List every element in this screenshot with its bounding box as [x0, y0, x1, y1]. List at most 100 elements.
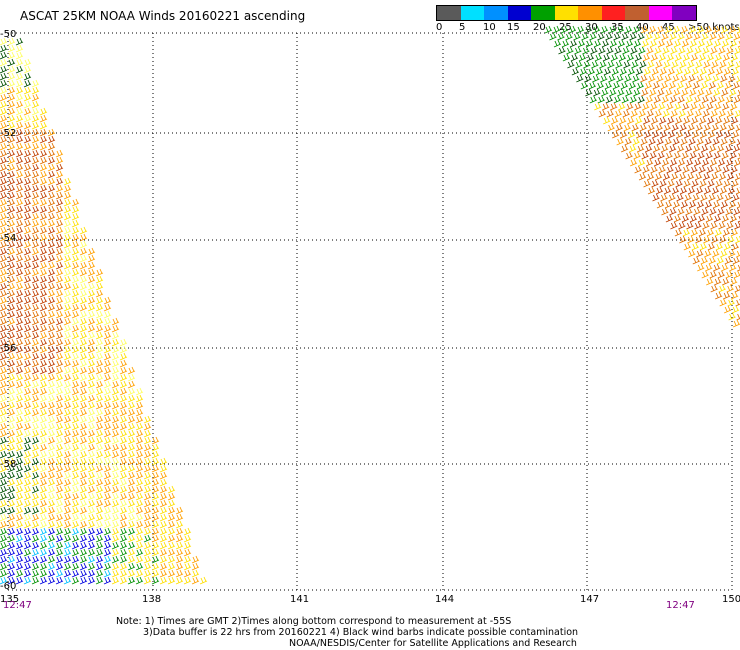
wind-barb: [95, 443, 104, 452]
wind-barb: [706, 165, 714, 174]
wind-barb: [713, 214, 722, 223]
wind-barb: [23, 205, 32, 214]
wind-barb: [23, 520, 32, 529]
wind-barb: [624, 25, 633, 34]
wind-barb: [693, 158, 702, 167]
wind-barb: [648, 74, 656, 83]
wind-barb: [143, 450, 152, 459]
wind-barb: [63, 282, 72, 291]
wind-barb: [111, 324, 120, 333]
wind-barb: [669, 207, 677, 216]
wind-barb: [648, 137, 656, 146]
wind-barb: [79, 443, 88, 452]
wind-barb: [143, 569, 152, 578]
wind-barb: [15, 233, 24, 242]
wind-barb: [672, 137, 680, 146]
wind-barb: [638, 46, 646, 55]
wind-barb: [167, 513, 176, 522]
wind-barb: [47, 478, 56, 487]
wind-barb: [55, 352, 64, 361]
wind-barb: [733, 158, 740, 167]
wind-barb: [31, 422, 40, 431]
wind-barb: [622, 46, 630, 55]
wind-barb: [590, 46, 598, 55]
wind-barb: [87, 562, 96, 571]
wind-barb: [650, 53, 659, 62]
wind-barb: [31, 107, 40, 116]
wind-barb: [683, 242, 691, 251]
wind-barb: [735, 60, 740, 69]
wind-barb: [667, 67, 676, 76]
wind-barb: [143, 429, 152, 438]
wind-barb: [592, 25, 601, 34]
wind-barb: [0, 548, 8, 557]
wind-barb: [15, 324, 24, 333]
wind-barb: [55, 261, 64, 270]
wind-barb: [63, 443, 72, 452]
wind-barb: [55, 373, 64, 382]
wind-barb: [55, 191, 64, 200]
wind-barb: [63, 352, 72, 361]
wind-barb: [31, 156, 40, 165]
wind-barb: [111, 576, 120, 585]
wind-barb: [7, 212, 16, 221]
wind-barb: [668, 81, 677, 90]
wind-barb: [23, 548, 32, 557]
wind-barb: [55, 324, 64, 333]
wind-barb: [55, 534, 64, 543]
wind-barb: [681, 39, 690, 48]
map-title: ASCAT 25KM NOAA Winds 20160221 ascending: [20, 9, 306, 23]
wind-barb: [23, 121, 32, 130]
wind-barb: [635, 116, 643, 125]
wind-barb: [47, 352, 56, 361]
wind-barb: [0, 457, 8, 466]
wind-barb: [666, 53, 675, 62]
wind-barb: [47, 541, 56, 550]
wind-barb: [663, 186, 672, 195]
wind-barb: [71, 380, 80, 389]
wind-barb: [47, 233, 56, 242]
wind-barb: [183, 541, 192, 550]
wind-barb: [47, 576, 56, 585]
wind-barb: [15, 247, 24, 256]
wind-barb: [103, 401, 112, 410]
wind-barb: [183, 548, 192, 557]
wind-barb: [55, 149, 64, 158]
wind-barb: [687, 235, 695, 244]
wind-barb: [55, 226, 64, 235]
wind-barb: [565, 32, 573, 41]
wind-barb: [730, 291, 739, 300]
wind-barb: [31, 135, 40, 144]
wind-barb: [23, 485, 32, 494]
wind-barb: [731, 67, 740, 76]
wind-barb: [708, 193, 716, 202]
wind-barb: [71, 254, 80, 263]
wind-barb: [713, 39, 722, 48]
wind-barb: [730, 165, 738, 174]
wind-barb: [47, 485, 56, 494]
wind-barb: [111, 541, 120, 550]
wind-barb: [103, 366, 112, 375]
wind-barb: [103, 450, 112, 459]
wind-barb: [95, 289, 104, 298]
wind-barb: [680, 200, 689, 209]
wind-barb: [622, 109, 630, 118]
wind-barb: [0, 72, 8, 81]
wind-barb: [127, 408, 136, 417]
wind-barb: [736, 250, 740, 258]
wind-barb: [127, 415, 136, 424]
wind-barb: [630, 46, 638, 55]
wind-barb: [23, 177, 32, 186]
wind-barb: [7, 401, 16, 410]
wind-barb: [15, 198, 24, 207]
wind-barb: [79, 450, 88, 459]
legend-swatch: [648, 6, 672, 20]
wind-barb: [79, 408, 88, 417]
wind-barb: [31, 415, 40, 424]
wind-barb: [31, 541, 40, 550]
wind-barb: [63, 219, 72, 228]
wind-barb: [600, 74, 608, 83]
wind-barb: [581, 32, 589, 41]
wind-barb: [669, 32, 677, 41]
wind-barb: [716, 144, 725, 153]
